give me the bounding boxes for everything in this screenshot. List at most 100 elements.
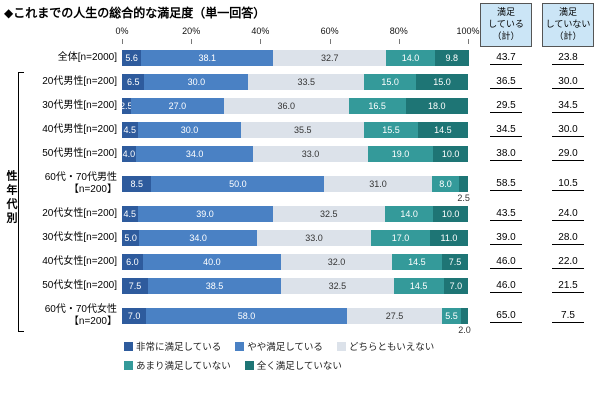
segment-value: 2.0 — [458, 325, 471, 335]
dissatisfied-total-value: 23.8 — [542, 52, 594, 65]
legend-swatch-icon — [244, 360, 254, 370]
bar-segment: 11.0 — [429, 230, 468, 246]
segment-value: 14.5 — [434, 125, 452, 135]
satisfied-total-value: 34.5 — [480, 124, 532, 137]
dissatisfied-total-value: 24.0 — [542, 208, 594, 221]
segment-value: 18.0 — [428, 101, 446, 111]
bar-segment: 16.5 — [348, 98, 406, 114]
segment-value: 58.0 — [237, 311, 256, 321]
bar-segment: 5.0 — [122, 230, 140, 246]
segment-value: 14.5 — [409, 281, 428, 291]
bar-segment: 14.5 — [393, 278, 444, 294]
satisfied-total-value: 58.5 — [480, 178, 532, 191]
segment-value: 30.0 — [180, 125, 199, 135]
segment-value: 16.5 — [368, 101, 386, 111]
segment-value: 17.0 — [391, 233, 410, 243]
bar-segment: 7.0 — [122, 308, 147, 324]
bar-segment: 32.5 — [281, 278, 394, 294]
axis-tick-label: 80% — [389, 26, 408, 36]
satisfied-total-value: 65.0 — [480, 310, 532, 323]
segment-value: 15.5 — [382, 125, 400, 135]
row-label: 40代男性[n=200] — [42, 124, 117, 135]
bar-segment: 4.5 — [122, 206, 138, 222]
legend-label: どちらともいえない — [348, 342, 435, 353]
row-label: 20代女性[n=200] — [42, 208, 117, 219]
bar-segment: 15.5 — [364, 122, 418, 138]
bar-segment: 2.0 — [458, 308, 471, 335]
legend-swatch-icon — [336, 341, 346, 351]
stacked-bar: 5.0 34.0 33.0 17.0 11.0 — [122, 230, 468, 246]
satisfied-total-value: 46.0 — [480, 256, 532, 269]
bar-segment: 31.0 — [324, 176, 432, 192]
bar-segment: 36.0 — [224, 98, 349, 114]
bar-segment: 7.0 — [443, 278, 468, 294]
satisfied-total-value: 29.5 — [480, 100, 532, 113]
stacked-bar: 4.5 39.0 32.5 14.0 10.0 — [122, 206, 468, 222]
legend-label: やや満足している — [247, 342, 323, 353]
bar-segment: 50.0 — [151, 176, 325, 192]
dissatisfied-total-value: 7.5 — [542, 310, 594, 323]
legend-label: 非常に満足している — [136, 342, 222, 353]
legend-swatch-icon — [124, 341, 133, 351]
axis-tick-mark — [191, 39, 193, 44]
chart-row: 40代女性[n=200] 6.0 40.0 32.0 14.5 7.5 46.0 22.0 — [0, 250, 594, 274]
dissatisfied-total-value: 30.0 — [542, 76, 594, 89]
axis-tick-mark — [398, 39, 400, 44]
segment-value: 10.0 — [441, 149, 460, 159]
segment-value: 14.5 — [408, 257, 426, 267]
stacked-bar: 2.5 27.0 36.0 16.5 18.0 — [120, 98, 468, 114]
segment-value: 27.5 — [385, 311, 404, 321]
legend-label: 全く満足していない — [256, 361, 342, 372]
segment-value: 30.0 — [187, 77, 206, 87]
bar-segment: 33.5 — [248, 74, 365, 90]
bar-segment: 2.5 — [120, 98, 133, 114]
satisfied-total-value: 43.7 — [480, 52, 532, 65]
bar-segment: 8.0 — [431, 176, 460, 192]
axis-tick-label: 40% — [251, 26, 270, 36]
satisfied-total-value: 46.0 — [480, 280, 532, 293]
legend-item: どちらともいえない — [336, 339, 435, 353]
bar-segment: 9.8 — [434, 50, 469, 66]
group-bracket — [18, 72, 24, 332]
segment-value: 33.0 — [305, 233, 323, 243]
segment-value: 34.0 — [189, 233, 207, 243]
axis-tick-mark — [329, 39, 331, 44]
row-label: 60代・70代女性 【n=200】 — [44, 304, 117, 327]
bar-segment: 38.1 — [141, 50, 274, 66]
segment-value: 7.0 — [127, 311, 141, 321]
chart-row: 全体[n=2000] 5.6 38.1 32.7 14.0 9.8 43.7 23.8 — [0, 46, 594, 70]
legend-item: 非常に満足している — [124, 339, 221, 353]
bar-segment: 33.0 — [256, 230, 372, 246]
segment-value: 5.0 — [124, 233, 137, 243]
dissatisfied-total-value: 28.0 — [542, 232, 594, 245]
stacked-bar: 5.6 38.1 32.7 14.0 9.8 — [122, 50, 469, 66]
bar-segment: 17.0 — [371, 230, 430, 246]
row-label: 50代女性[n=200] — [42, 280, 117, 291]
segment-value: 14.0 — [401, 53, 420, 63]
axis-tick-label: 0% — [115, 26, 129, 36]
satisfied-total-header: 満足 している （計） — [480, 3, 532, 47]
legend: 非常に満足している やや満足している どちらともいえない あまり満足していない 全く満… — [124, 339, 434, 377]
bar-segment: 30.0 — [137, 122, 242, 138]
bar-segment: 30.0 — [144, 74, 249, 90]
bar-segment: 27.0 — [130, 98, 225, 114]
bar-segment: 6.5 — [122, 74, 145, 90]
legend-item: 全く満足していない — [244, 358, 342, 372]
legend-swatch-icon — [235, 341, 245, 351]
segment-value: 39.0 — [196, 209, 214, 219]
bar-segment: 32.7 — [273, 50, 387, 66]
stacked-bar: 4.0 34.0 33.0 19.0 10.0 — [122, 146, 468, 162]
satisfied-total-value: 39.0 — [480, 232, 532, 245]
bar-segment: 14.5 — [391, 254, 443, 270]
row-label: 60代・70代男性 【n=200】 — [44, 172, 117, 195]
axis-tick-label: 100% — [456, 26, 480, 36]
row-label: 30代女性[n=200] — [42, 232, 117, 243]
dissatisfied-total-value: 21.5 — [542, 280, 594, 293]
bar-segment: 10.0 — [433, 206, 468, 222]
bar-segment: 10.0 — [433, 146, 468, 162]
axis-labels: 0% 20% 40% 60% 80% 100% — [115, 26, 480, 46]
bar-segment: 14.0 — [384, 206, 434, 222]
bar-segment: 18.0 — [405, 98, 468, 114]
group-label: 性年代別 — [5, 170, 17, 226]
